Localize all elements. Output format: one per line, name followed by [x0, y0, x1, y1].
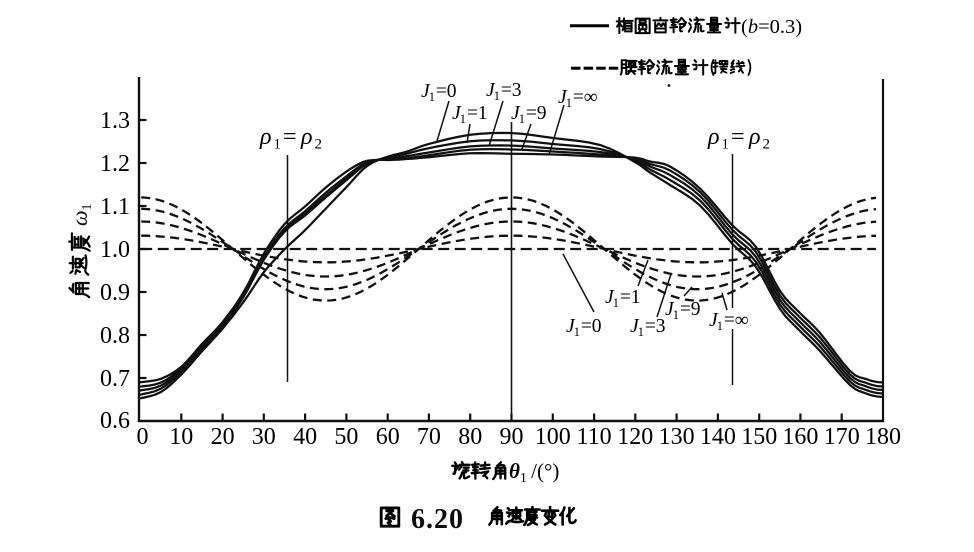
svg-text:J: J	[566, 316, 576, 337]
svg-text:10: 10	[169, 424, 193, 450]
svg-text:6.20: 6.20	[411, 504, 464, 535]
svg-text:J: J	[665, 299, 675, 320]
svg-text:ρ: ρ	[300, 124, 313, 150]
svg-text:J: J	[486, 80, 496, 101]
svg-text:1: 1	[574, 325, 580, 339]
svg-text:J: J	[605, 287, 615, 308]
svg-text:J: J	[630, 316, 640, 337]
svg-text:60: 60	[376, 424, 400, 450]
svg-text:=9: =9	[526, 103, 547, 124]
svg-text:1.2: 1.2	[100, 151, 130, 177]
svg-text:50: 50	[334, 424, 358, 450]
svg-text:30: 30	[252, 424, 276, 450]
svg-text:150: 150	[741, 424, 777, 450]
svg-text:70: 70	[417, 424, 441, 450]
svg-text:ρ: ρ	[259, 124, 272, 150]
svg-text:J: J	[709, 310, 719, 331]
svg-text:1: 1	[613, 296, 619, 310]
svg-text:140: 140	[700, 424, 736, 450]
svg-text:=9: =9	[680, 299, 701, 320]
svg-text:ρ: ρ	[748, 124, 761, 150]
svg-text:100: 100	[535, 424, 571, 450]
svg-text:160: 160	[782, 424, 818, 450]
svg-text:=∞: =∞	[573, 87, 598, 108]
svg-text:1: 1	[722, 137, 730, 153]
svg-text:0.6: 0.6	[100, 408, 130, 434]
svg-text:J: J	[511, 103, 521, 124]
svg-text:(b=0.3): (b=0.3)	[741, 16, 802, 38]
svg-text:=3: =3	[501, 80, 522, 101]
svg-text:=: =	[731, 124, 745, 150]
svg-text:1: 1	[494, 89, 500, 103]
svg-text:1: 1	[673, 308, 679, 322]
svg-text:40: 40	[293, 424, 317, 450]
svg-text:130: 130	[659, 424, 695, 450]
svg-text:0.7: 0.7	[100, 366, 130, 392]
svg-text:1.1: 1.1	[100, 194, 130, 220]
svg-text:1: 1	[717, 319, 723, 333]
svg-text:=0: =0	[581, 316, 602, 337]
svg-text:=: =	[283, 124, 297, 150]
svg-text:2: 2	[763, 137, 771, 153]
svg-text:=1: =1	[467, 103, 488, 124]
svg-text:1.0: 1.0	[100, 237, 130, 263]
svg-text:1: 1	[460, 112, 466, 126]
svg-text:=3: =3	[645, 316, 666, 337]
svg-text:170: 170	[824, 424, 860, 450]
svg-text:J: J	[558, 87, 568, 108]
svg-text:=0: =0	[436, 81, 457, 102]
svg-text:1: 1	[274, 137, 282, 153]
svg-text:180: 180	[865, 424, 901, 450]
svg-text:90: 90	[500, 424, 524, 450]
svg-text:J: J	[421, 81, 431, 102]
svg-text:20: 20	[211, 424, 235, 450]
svg-text:80: 80	[458, 424, 482, 450]
svg-text:0.9: 0.9	[100, 280, 130, 306]
svg-text:2: 2	[315, 137, 323, 153]
svg-text:0: 0	[137, 424, 149, 450]
svg-text:1: 1	[519, 112, 525, 126]
svg-text:θ1 /(°): θ1 /(°)	[509, 459, 559, 486]
svg-text:ρ: ρ	[707, 124, 720, 150]
svg-text:110: 110	[577, 424, 612, 450]
svg-text:1: 1	[429, 90, 435, 104]
svg-text:=∞: =∞	[724, 310, 749, 331]
svg-text:=1: =1	[620, 287, 641, 308]
svg-text:1: 1	[638, 325, 644, 339]
svg-text:1: 1	[566, 96, 572, 110]
svg-text:120: 120	[617, 424, 653, 450]
svg-text:1.3: 1.3	[100, 108, 130, 134]
svg-text:J: J	[452, 103, 462, 124]
svg-text:0.8: 0.8	[100, 323, 130, 349]
